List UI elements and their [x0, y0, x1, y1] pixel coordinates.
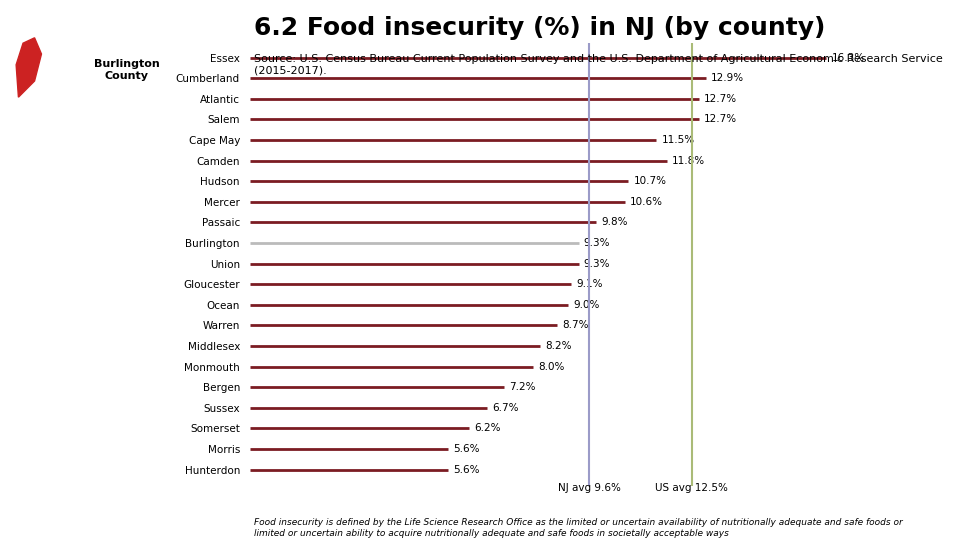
Text: 5.6%: 5.6% — [453, 464, 479, 475]
Text: 9.3%: 9.3% — [584, 238, 611, 248]
Text: 12.7%: 12.7% — [704, 114, 737, 124]
Text: Food &
Nutrition: Food & Nutrition — [52, 286, 179, 340]
Text: 8.0%: 8.0% — [538, 362, 564, 372]
Text: 12.9%: 12.9% — [711, 73, 744, 83]
Text: US avg 12.5%: US avg 12.5% — [656, 483, 728, 493]
Text: 8.2%: 8.2% — [545, 341, 571, 351]
Bar — [12, 22, 219, 119]
Text: 9.3%: 9.3% — [584, 259, 611, 268]
Text: 9.8%: 9.8% — [602, 218, 628, 227]
Polygon shape — [16, 38, 41, 97]
Text: NJ avg 9.6%: NJ avg 9.6% — [558, 483, 620, 493]
Text: 9.1%: 9.1% — [577, 279, 603, 289]
Text: 8.7%: 8.7% — [563, 320, 589, 330]
Text: 6.2 Food insecurity (%) in NJ (by county): 6.2 Food insecurity (%) in NJ (by county… — [254, 16, 826, 40]
Text: 11.5%: 11.5% — [661, 135, 695, 145]
Text: 11.8%: 11.8% — [672, 156, 706, 166]
Text: Food insecurity is defined by the Life Science Research Office as the limited or: Food insecurity is defined by the Life S… — [254, 518, 903, 538]
Text: 16.3%: 16.3% — [831, 52, 865, 63]
Text: 9.0%: 9.0% — [573, 300, 600, 310]
Text: 10.6%: 10.6% — [630, 197, 662, 207]
Text: 12.7%: 12.7% — [704, 94, 737, 104]
Text: Burlington
County: Burlington County — [94, 59, 159, 81]
Text: 6.2%: 6.2% — [474, 423, 501, 433]
Text: 7.2%: 7.2% — [510, 382, 536, 392]
Text: 10.7%: 10.7% — [634, 176, 666, 186]
Text: 5.6%: 5.6% — [453, 444, 479, 454]
Text: Source: U.S. Census Bureau Current Population Survey and the U.S. Department of : Source: U.S. Census Bureau Current Popul… — [254, 54, 943, 76]
Text: 6.7%: 6.7% — [492, 403, 518, 413]
